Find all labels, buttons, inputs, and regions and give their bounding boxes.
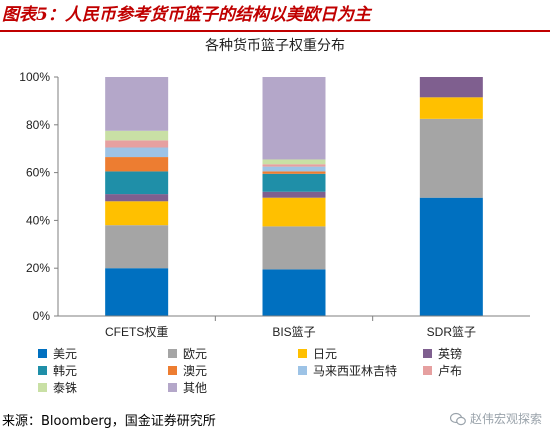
legend-swatch [298,349,307,358]
y-tick-label: 60% [26,166,50,180]
bar-segment [419,197,483,316]
legend-label: 日元 [313,347,337,361]
x-tick-label: BIS篮子 [272,324,315,339]
bar-segment [105,157,169,172]
bar-segment [262,173,326,192]
legend-label: 英镑 [438,346,462,361]
legend-swatch [298,366,307,375]
x-axis: CFETS权重 BIS篮子 SDR篮子 [58,315,530,339]
y-tick-label: 0% [33,309,51,323]
bar-segment [105,194,169,202]
bar-segment [419,77,483,98]
bar-segment [262,197,326,227]
bar-segment [262,191,326,198]
legend-swatch [168,349,177,358]
source-note: 来源：Bloomberg，国金证券研究所 [2,414,216,429]
bar-segment [419,97,483,119]
figure-title: 图表5：人民币参考货币篮子的结构以美欧日为主 [2,5,371,25]
legend-swatch [423,366,432,375]
legend-label: 韩元 [53,363,77,378]
legend-label: 其他 [183,381,207,395]
legend-swatch [38,349,47,358]
y-tick-label: 80% [26,118,50,132]
legend-swatch [38,366,47,375]
bar-segment [105,140,169,148]
bar-segment [262,171,326,174]
wechat-icon [449,412,466,425]
chart-title: 各种货币篮子权重分布 [205,37,345,54]
y-tick-label: 20% [26,261,50,275]
watermark-text: 赵伟宏观探索 [469,412,542,426]
y-tick-label: 100% [19,70,50,84]
legend-swatch [38,383,47,392]
legend-label: 马来西亚林吉特 [313,363,397,378]
bar-segment [105,147,169,158]
bar-segment [105,201,169,226]
bar-segment [262,159,326,165]
bars [105,77,483,316]
bar-segment [105,268,169,316]
y-tick-label: 40% [26,213,50,227]
bar-segment [262,164,326,167]
legend-label: 美元 [53,347,77,361]
bar-segment [262,269,326,316]
bar-segment [262,226,326,270]
bar-segment [105,171,169,195]
legend-label: 泰铢 [53,380,77,395]
x-tick-label: SDR篮子 [427,324,476,339]
bar-segment [105,77,169,131]
bar-segment [105,225,169,269]
bar-segment [419,118,483,198]
bar-segment [262,166,326,172]
legend-label: 澳元 [183,364,207,378]
bar-segment [105,130,169,141]
y-axis: 0% 20% 40% 60% 80% 100% [19,70,59,323]
legend-swatch [423,349,432,358]
watermark: 赵伟宏观探索 [449,410,542,427]
x-tick-label: CFETS权重 [105,325,168,339]
bar-segment [262,77,326,160]
title-rule [0,30,550,32]
chart: 各种货币篮子权重分布 0% 20% 40% 60% 80% 100% CFETS权重 BIS… [19,37,530,395]
legend-label: 欧元 [183,347,207,361]
legend-label: 卢布 [438,363,462,378]
legend-swatch [168,383,177,392]
legend-swatch [168,366,177,375]
